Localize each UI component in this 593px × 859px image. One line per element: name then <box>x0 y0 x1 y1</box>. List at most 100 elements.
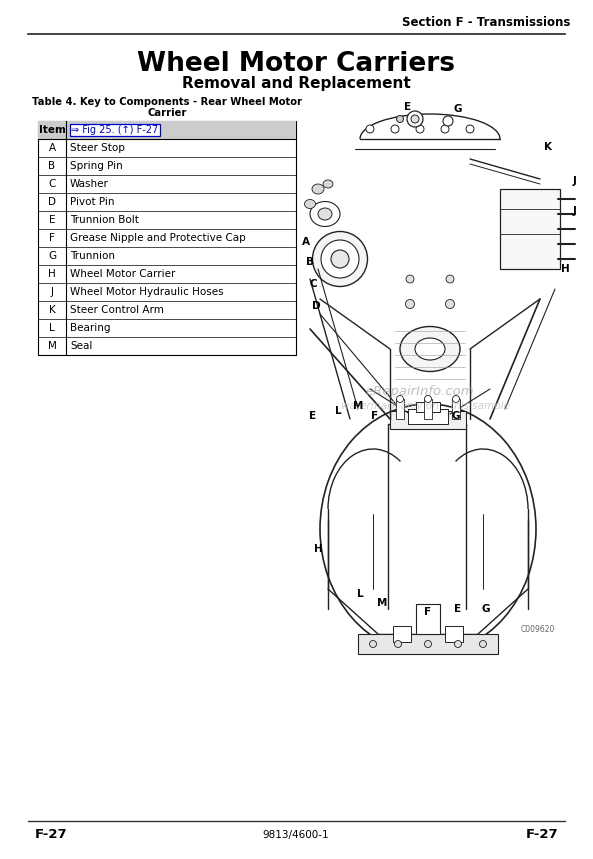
Text: E: E <box>404 102 412 112</box>
Text: Item: Item <box>39 125 65 135</box>
Text: eRepairInfo.com: eRepairInfo.com <box>366 385 474 398</box>
Bar <box>358 634 498 654</box>
Text: G: G <box>454 104 463 114</box>
Ellipse shape <box>407 111 423 127</box>
Text: C009620: C009620 <box>521 624 555 633</box>
Text: 9813/4600-1: 9813/4600-1 <box>263 830 329 840</box>
Bar <box>416 604 440 634</box>
Ellipse shape <box>446 275 454 283</box>
Text: Section F - Transmissions: Section F - Transmissions <box>401 16 570 29</box>
Ellipse shape <box>321 240 359 278</box>
Bar <box>408 409 448 424</box>
Text: this sample: this sample <box>450 401 510 411</box>
Ellipse shape <box>406 275 414 283</box>
Text: watermark only on: watermark only on <box>341 401 439 411</box>
Text: J: J <box>573 176 577 186</box>
Text: Trunnion: Trunnion <box>70 251 115 261</box>
Ellipse shape <box>397 115 403 123</box>
Text: L: L <box>356 589 364 599</box>
Ellipse shape <box>318 208 332 220</box>
Text: C: C <box>48 179 56 189</box>
Text: Seal: Seal <box>70 341 93 351</box>
Text: Steer Control Arm: Steer Control Arm <box>70 305 164 315</box>
Text: F: F <box>425 607 432 617</box>
Bar <box>500 189 560 269</box>
Bar <box>452 399 460 419</box>
Ellipse shape <box>480 641 486 648</box>
Text: Bearing: Bearing <box>70 323 110 333</box>
Text: E: E <box>310 411 317 421</box>
Ellipse shape <box>425 395 432 403</box>
Text: D: D <box>48 197 56 207</box>
Text: B: B <box>306 257 314 267</box>
Text: A: A <box>49 143 56 153</box>
Ellipse shape <box>445 300 454 308</box>
Ellipse shape <box>425 641 432 648</box>
Ellipse shape <box>312 184 324 194</box>
Text: E: E <box>49 215 55 225</box>
Text: K: K <box>544 142 552 152</box>
Text: D: D <box>312 301 320 311</box>
Text: M: M <box>353 401 363 411</box>
Bar <box>416 402 440 412</box>
Text: Trunnion Bolt: Trunnion Bolt <box>70 215 139 225</box>
Bar <box>396 399 404 419</box>
Text: Washer: Washer <box>70 179 109 189</box>
Text: E: E <box>454 604 461 614</box>
Text: Grease Nipple and Protective Cap: Grease Nipple and Protective Cap <box>70 233 246 243</box>
Text: Table 4. Key to Components - Rear Wheel Motor: Table 4. Key to Components - Rear Wheel … <box>32 97 302 107</box>
Text: G: G <box>48 251 56 261</box>
Text: M: M <box>377 598 387 608</box>
Text: Removal and Replacement: Removal and Replacement <box>181 76 410 91</box>
Ellipse shape <box>310 202 340 227</box>
Text: A: A <box>302 237 310 247</box>
Ellipse shape <box>411 115 419 123</box>
Text: G: G <box>452 411 460 421</box>
Text: J: J <box>50 287 53 297</box>
Text: F-27: F-27 <box>35 828 68 842</box>
Bar <box>38 121 296 355</box>
Ellipse shape <box>323 180 333 188</box>
Text: K: K <box>49 305 55 315</box>
Text: F: F <box>49 233 55 243</box>
Text: Fig 25.: Fig 25. <box>385 637 425 650</box>
Text: J: J <box>573 206 577 216</box>
Bar <box>390 411 466 429</box>
Ellipse shape <box>443 116 453 126</box>
Text: Wheel Motor Carrier: Wheel Motor Carrier <box>70 269 176 279</box>
Text: Steer Stop: Steer Stop <box>70 143 125 153</box>
Text: H: H <box>48 269 56 279</box>
Ellipse shape <box>400 326 460 371</box>
Text: L: L <box>49 323 55 333</box>
Text: H: H <box>314 544 323 554</box>
Text: C: C <box>309 279 317 289</box>
Ellipse shape <box>394 641 401 648</box>
Text: B: B <box>49 161 56 171</box>
Ellipse shape <box>397 395 403 403</box>
Text: Pivot Pin: Pivot Pin <box>70 197 114 207</box>
Bar <box>393 626 411 642</box>
Bar <box>445 626 463 642</box>
Text: L: L <box>334 406 342 416</box>
Text: Wheel Motor Hydraulic Hoses: Wheel Motor Hydraulic Hoses <box>70 287 224 297</box>
Ellipse shape <box>416 125 424 133</box>
Ellipse shape <box>454 641 461 648</box>
Ellipse shape <box>441 125 449 133</box>
Ellipse shape <box>452 395 460 403</box>
Ellipse shape <box>331 250 349 268</box>
Ellipse shape <box>415 338 445 360</box>
Text: H: H <box>560 264 569 274</box>
Text: ⇒ Fig 25. (↑) F-27: ⇒ Fig 25. (↑) F-27 <box>71 125 158 135</box>
Text: F-27: F-27 <box>525 828 558 842</box>
Ellipse shape <box>391 125 399 133</box>
Ellipse shape <box>366 125 374 133</box>
Text: Carrier: Carrier <box>147 108 187 118</box>
Bar <box>38 121 296 139</box>
Text: G: G <box>482 604 490 614</box>
Ellipse shape <box>369 641 377 648</box>
Bar <box>424 399 432 419</box>
Text: Spring Pin: Spring Pin <box>70 161 123 171</box>
Ellipse shape <box>466 125 474 133</box>
Text: M: M <box>47 341 56 351</box>
Ellipse shape <box>313 231 368 287</box>
